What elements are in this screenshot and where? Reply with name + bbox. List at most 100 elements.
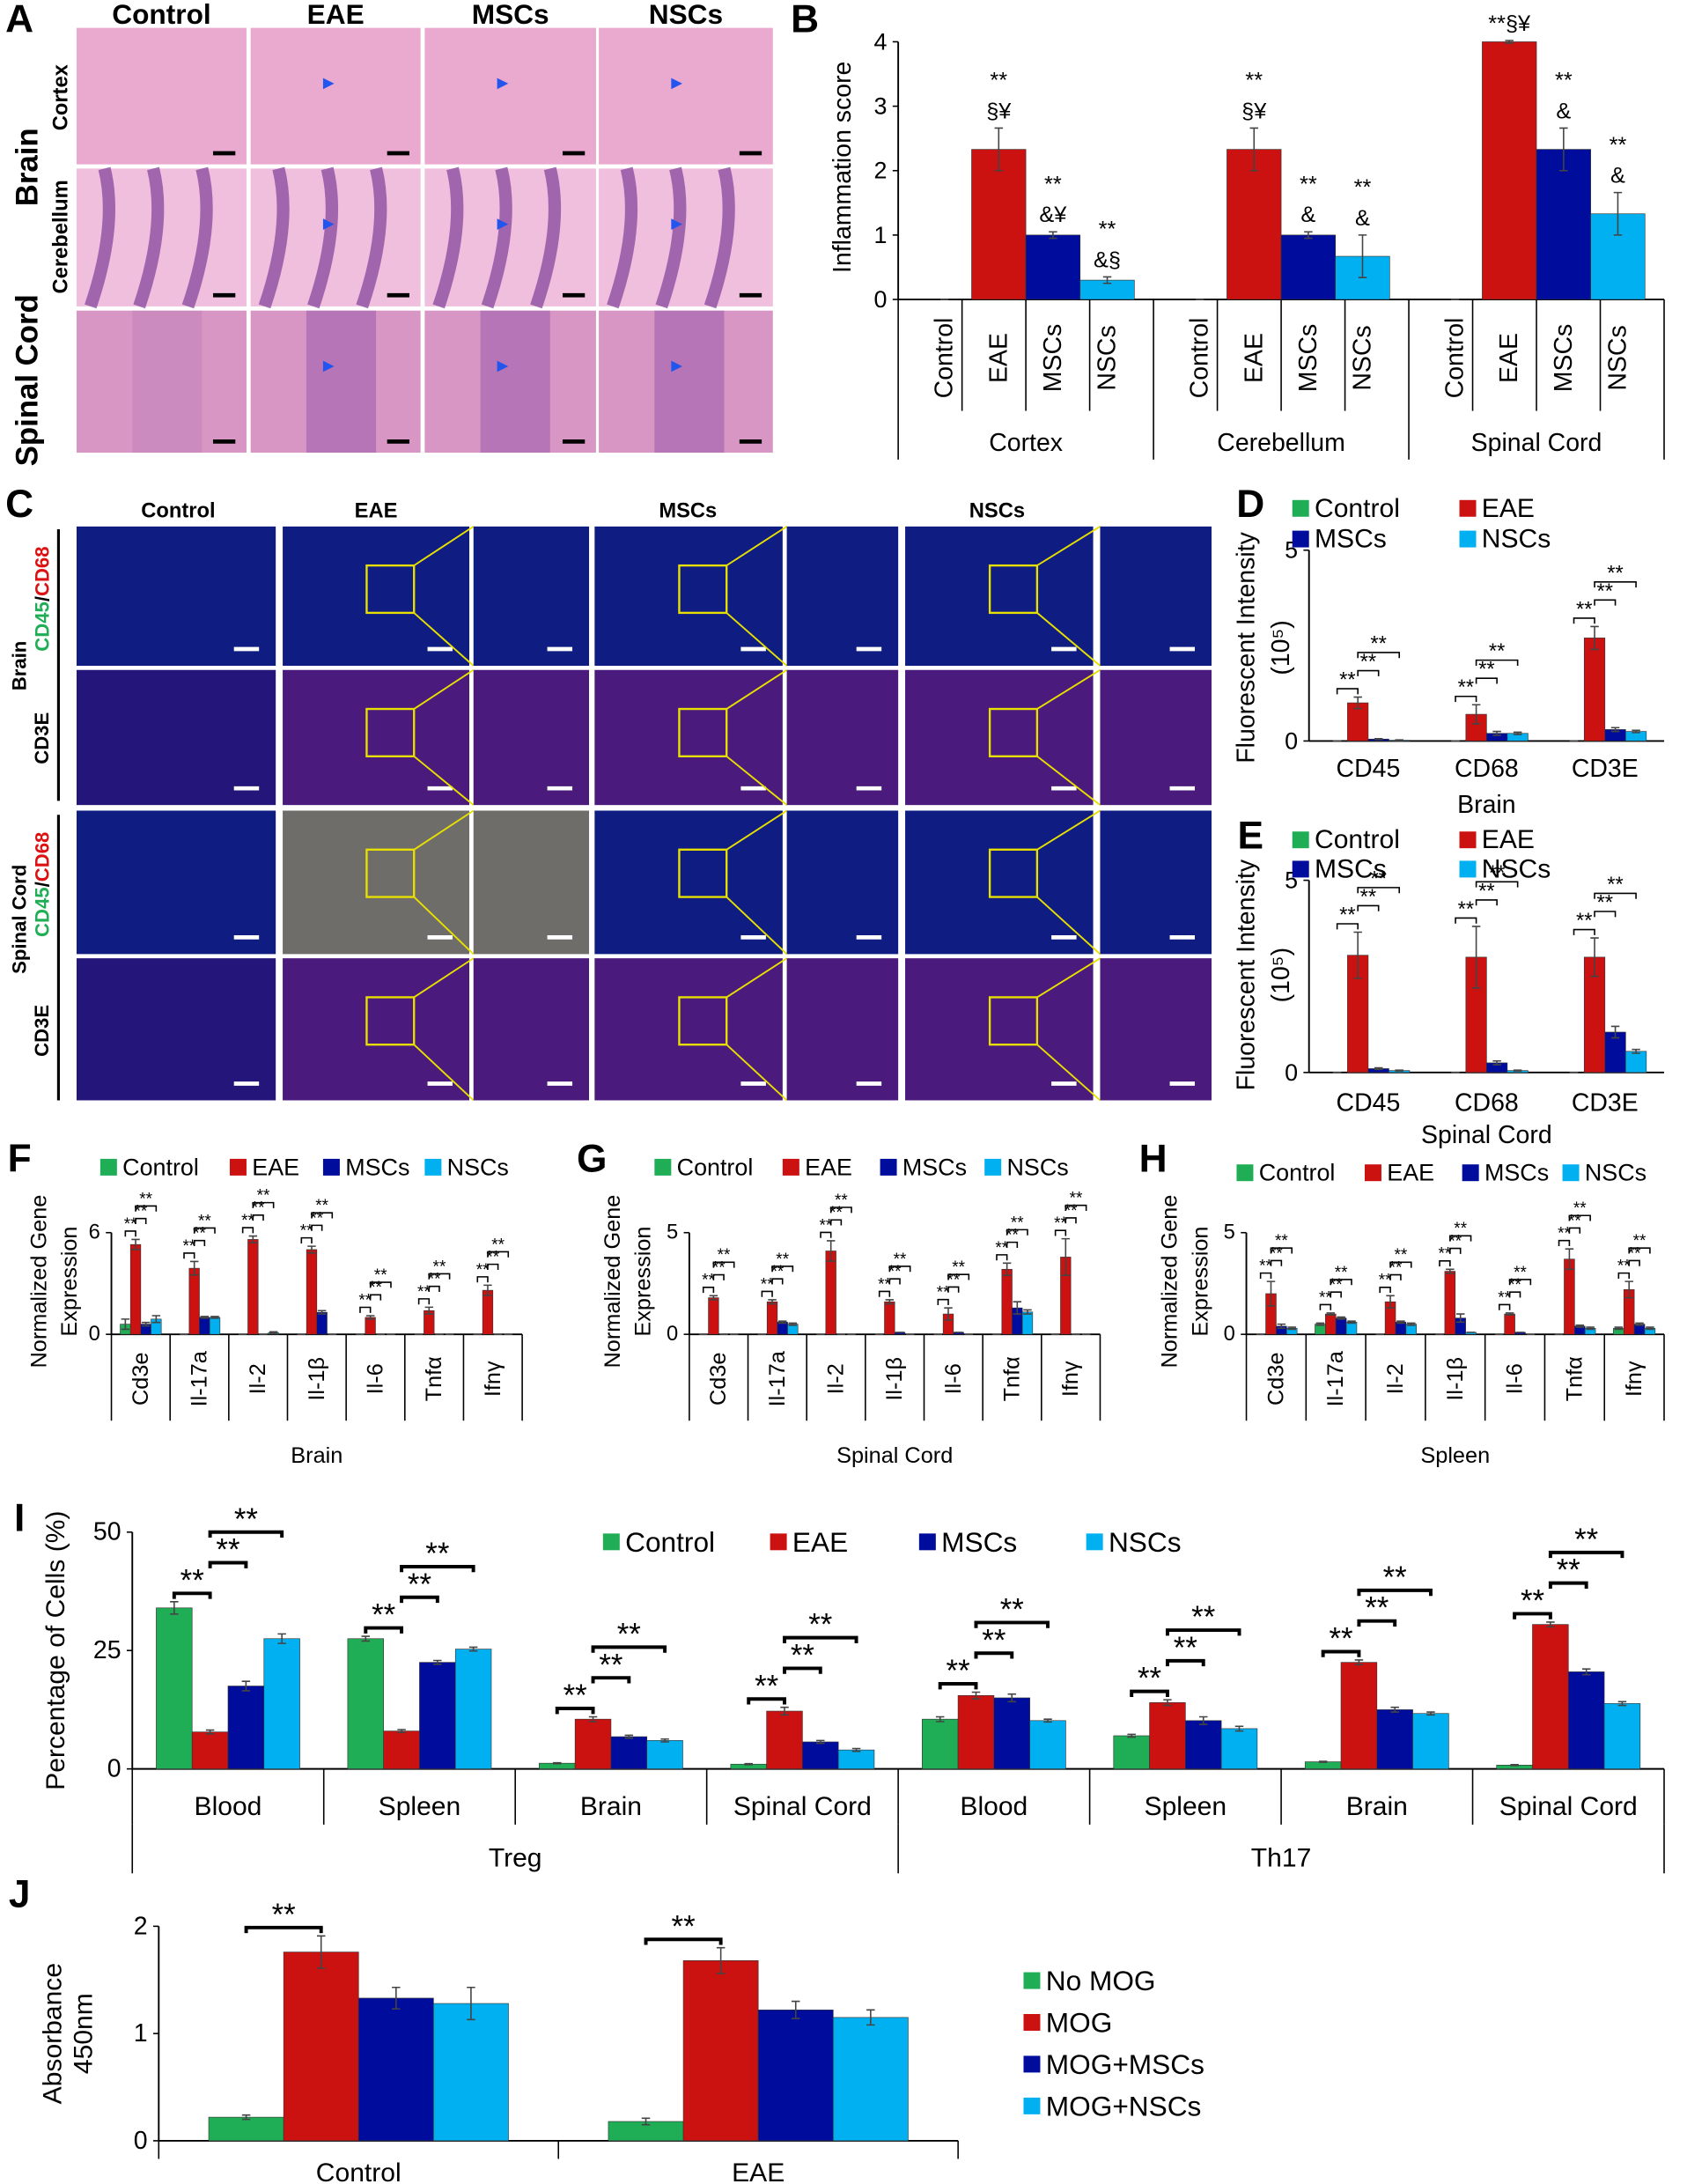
error-bar bbox=[641, 2117, 651, 2126]
bar bbox=[766, 1710, 803, 1769]
significance: ** bbox=[1597, 580, 1613, 603]
y-tick-label: 2 bbox=[134, 1912, 148, 1940]
error-bar bbox=[935, 1715, 945, 1723]
significance: ** bbox=[1395, 1246, 1408, 1265]
significance: ** bbox=[947, 1271, 960, 1289]
bar bbox=[993, 1697, 1030, 1769]
x-tick-label: Il-17a bbox=[1323, 1350, 1348, 1406]
legend-label: MSCs bbox=[345, 1154, 409, 1180]
error-bar bbox=[1354, 1659, 1364, 1666]
bracket bbox=[1330, 1279, 1352, 1286]
y-tick-label: 1 bbox=[134, 2019, 148, 2048]
error-bar bbox=[1127, 1733, 1136, 1738]
row-label: Cerebellum bbox=[50, 180, 73, 293]
bracket bbox=[947, 1273, 970, 1280]
bar bbox=[1395, 1322, 1407, 1335]
legend-swatch bbox=[1459, 860, 1477, 878]
legend-label: NSCs bbox=[1482, 525, 1551, 554]
significance: ** bbox=[672, 1910, 696, 1944]
error-bar bbox=[277, 1633, 286, 1644]
significance: ** bbox=[1360, 886, 1376, 909]
significance: ** bbox=[1489, 640, 1505, 663]
zoom-line bbox=[1036, 668, 1101, 710]
significance: ** bbox=[417, 1283, 431, 1302]
error-bar bbox=[1590, 937, 1599, 978]
stain-label: CD3E bbox=[31, 1005, 53, 1057]
error-bar bbox=[121, 1318, 130, 1331]
stain-label: CD45/CD68 bbox=[31, 832, 53, 937]
zoom-line bbox=[413, 809, 475, 851]
bar bbox=[227, 1686, 265, 1769]
bracket bbox=[1594, 911, 1617, 918]
significance: ** bbox=[702, 1272, 715, 1290]
error-bar bbox=[1613, 191, 1623, 236]
legend-label: EAE bbox=[805, 1154, 852, 1180]
y-tick-label: 0 bbox=[1285, 727, 1298, 754]
tissue-dense bbox=[132, 310, 203, 454]
x-tick-label: CD68 bbox=[1455, 755, 1519, 783]
significance: ** bbox=[1174, 1632, 1197, 1665]
y-axis-label: Normalized Gene bbox=[600, 1195, 625, 1369]
bar-label: Control bbox=[931, 318, 959, 399]
significance: ** bbox=[180, 1564, 204, 1597]
x-tick-label: Cerebellum bbox=[1217, 429, 1345, 457]
error-bar bbox=[1374, 1066, 1383, 1071]
x-tick-label: Il-17a bbox=[765, 1350, 790, 1406]
tissue-stripe bbox=[307, 166, 339, 309]
significance: ** bbox=[712, 1258, 726, 1277]
significance: & bbox=[1355, 206, 1370, 231]
error-bar bbox=[433, 1659, 442, 1665]
column-header: Control bbox=[141, 499, 215, 522]
significance: ** bbox=[1319, 1288, 1332, 1307]
zoom-box bbox=[365, 996, 416, 1046]
bracket bbox=[1508, 1291, 1521, 1298]
error-bar bbox=[1198, 1715, 1208, 1725]
bracket bbox=[1594, 581, 1637, 588]
significance: ** bbox=[1011, 1214, 1024, 1232]
y-axis-label: 450nm bbox=[69, 1993, 98, 2074]
arrow bbox=[497, 218, 509, 230]
bar-label: Control bbox=[1186, 318, 1214, 399]
tissue-stripe bbox=[704, 166, 735, 309]
error-bar bbox=[141, 1321, 151, 1327]
bracket bbox=[417, 1298, 431, 1305]
bracket bbox=[135, 1217, 147, 1225]
bar bbox=[1536, 149, 1591, 300]
bar bbox=[1149, 1702, 1186, 1769]
significance: ** bbox=[257, 1187, 270, 1206]
significance: ** bbox=[1607, 562, 1623, 585]
significance: ** bbox=[1270, 1244, 1283, 1263]
arrow bbox=[497, 360, 509, 373]
significance: ** bbox=[878, 1275, 891, 1294]
significance: &¥ bbox=[1039, 203, 1067, 227]
bracket bbox=[1065, 1204, 1087, 1212]
bar bbox=[1567, 1671, 1605, 1769]
significance: ** bbox=[372, 1599, 395, 1633]
y-tick-label: 3 bbox=[874, 93, 888, 120]
significance: ** bbox=[241, 1212, 254, 1230]
legend-swatch bbox=[1236, 1164, 1254, 1182]
bar bbox=[574, 1718, 612, 1769]
arrow bbox=[671, 218, 682, 230]
x-tick-label: Ifnγ bbox=[1058, 1361, 1083, 1397]
stain-part: / bbox=[31, 882, 53, 887]
error-bar bbox=[468, 1646, 478, 1652]
significance: ** bbox=[491, 1236, 505, 1254]
bracket bbox=[1357, 1619, 1397, 1627]
region-label: Brain bbox=[9, 641, 31, 691]
zoom-line bbox=[1036, 756, 1101, 806]
error-bar bbox=[1513, 731, 1522, 735]
zoom-line bbox=[726, 896, 788, 956]
y-axis-label: Absorbance bbox=[39, 1963, 68, 2104]
bar bbox=[1603, 1703, 1641, 1769]
bar bbox=[283, 1952, 359, 2142]
x-tick-label: Ifnγ bbox=[1622, 1361, 1646, 1397]
bracket bbox=[1475, 899, 1498, 906]
legend-swatch bbox=[1023, 2013, 1041, 2031]
legend-label: EAE bbox=[792, 1526, 848, 1558]
bracket bbox=[252, 1214, 264, 1221]
bar bbox=[247, 1239, 259, 1335]
bracket bbox=[193, 1227, 216, 1234]
error-bar bbox=[483, 1284, 492, 1296]
bracket bbox=[1389, 1273, 1402, 1280]
